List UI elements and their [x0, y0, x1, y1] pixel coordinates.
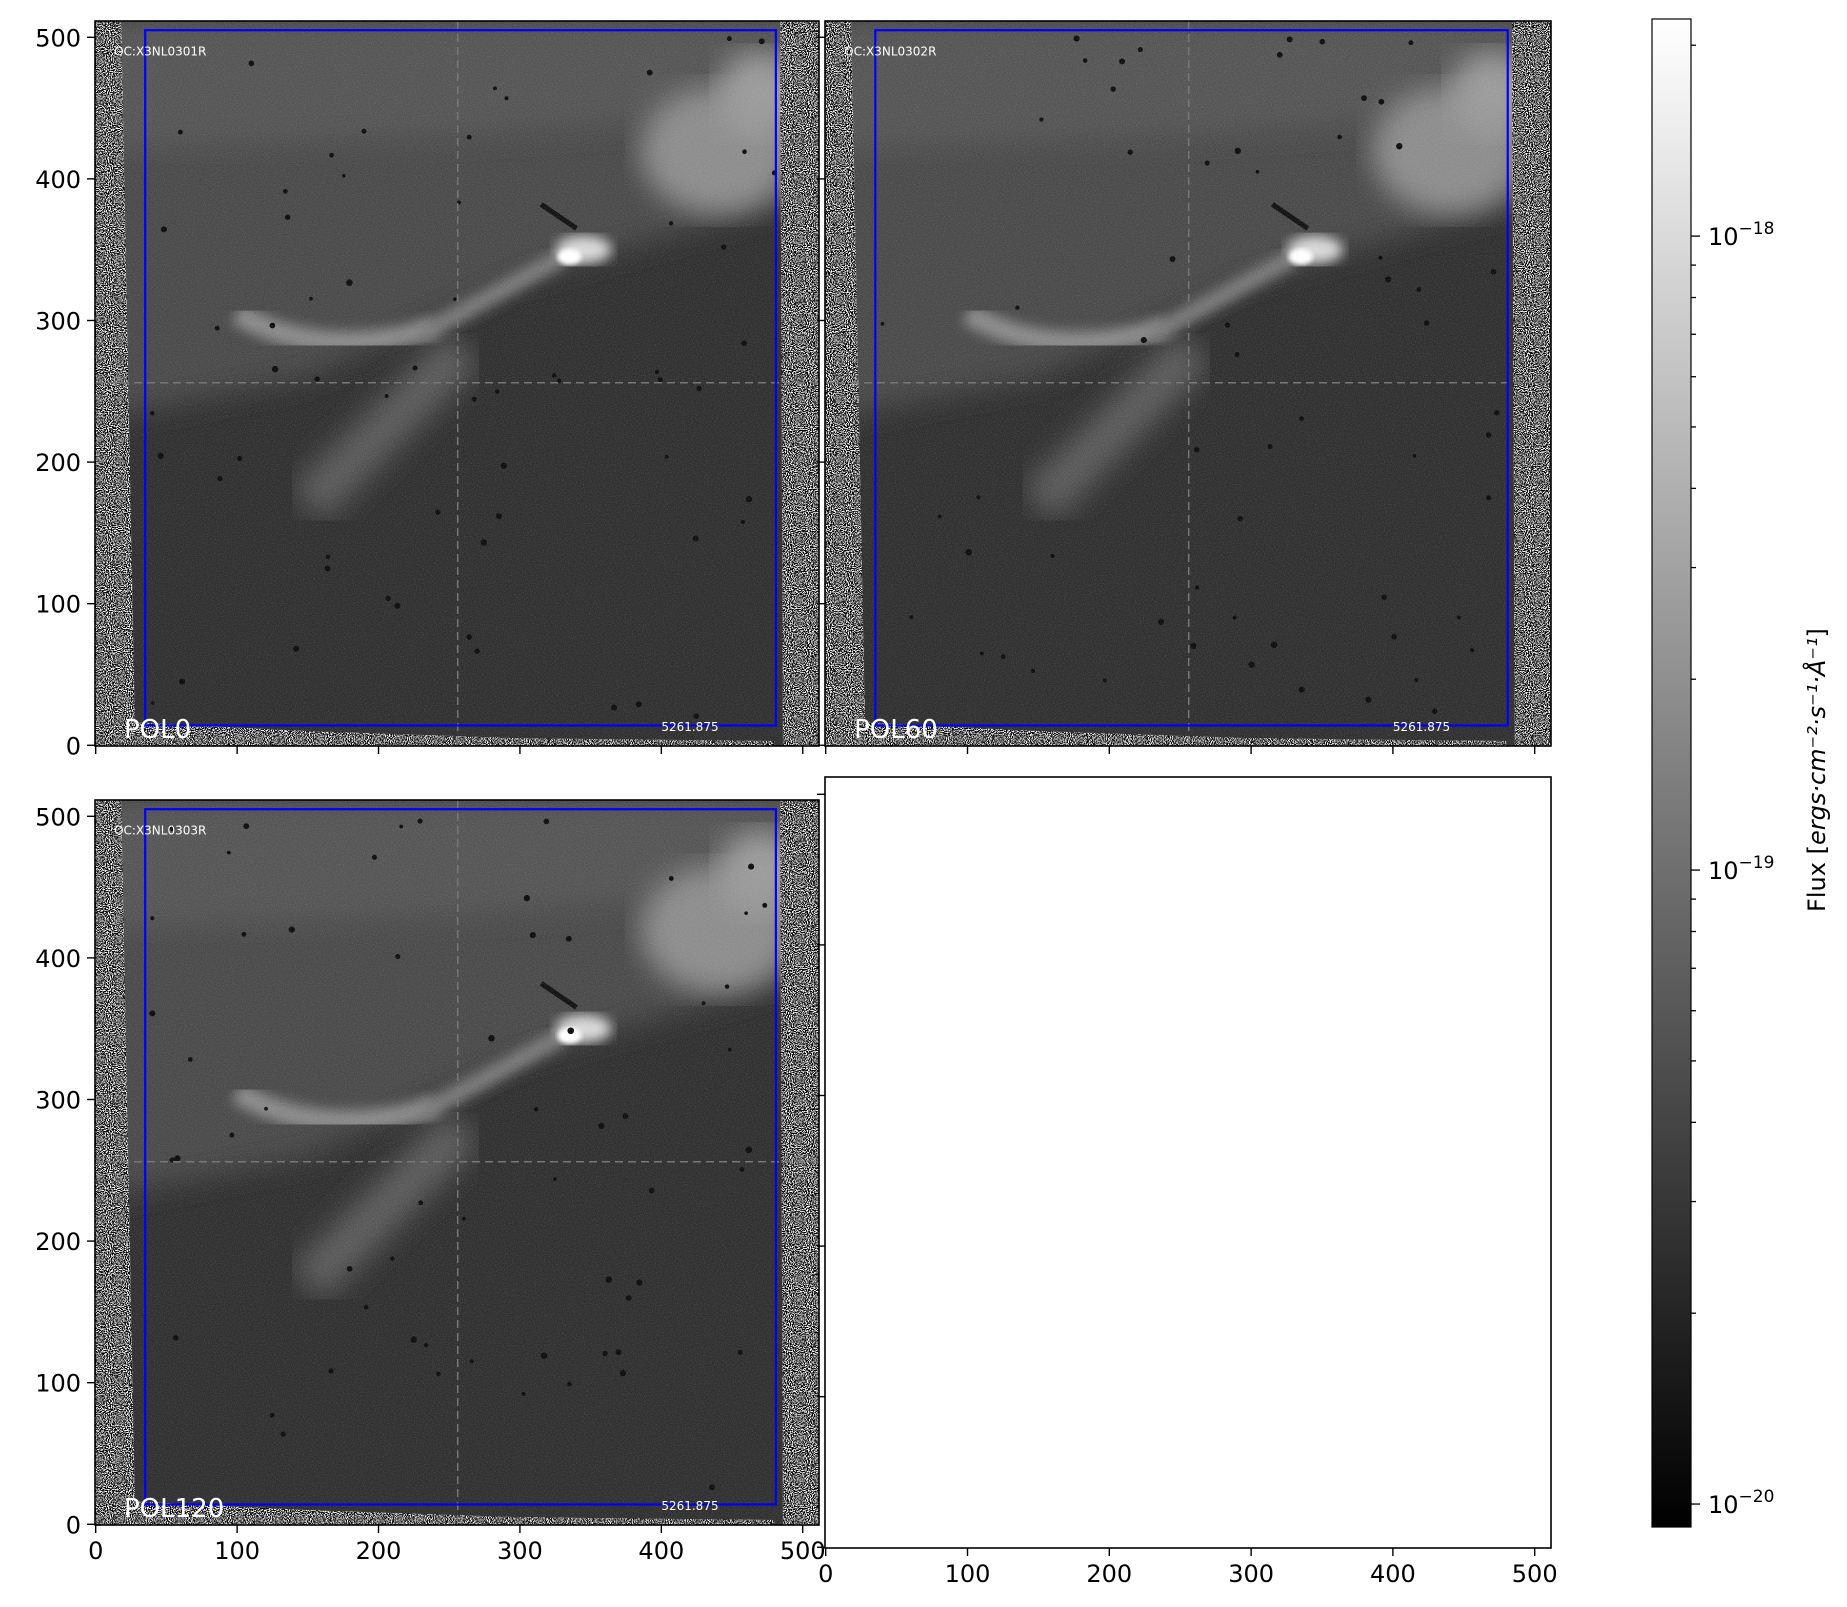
x-tick-label: 500: [780, 1537, 826, 1565]
colorbar-gradient: [1651, 18, 1692, 1528]
colorbar-tick-base: 10: [1708, 1491, 1739, 1519]
x-tick-label: 200: [1086, 1560, 1132, 1588]
x-tick-label: 200: [356, 1537, 402, 1565]
y-tick-label: 500: [35, 803, 81, 831]
aperture-box: [144, 808, 777, 1506]
x-tick-label: 100: [214, 1537, 260, 1565]
colorbar-label-prefix: Flux [: [1803, 845, 1831, 912]
x-tick-label: 0: [818, 1560, 833, 1588]
y-tick-label: 0: [66, 1511, 81, 1539]
colorbar-tick-exponent: −19: [1739, 853, 1775, 873]
colorbar-label-units: ergs·cm⁻²·s⁻¹·Å⁻¹: [1802, 637, 1831, 845]
x-tick-label: 400: [1370, 1560, 1416, 1588]
x-tick-label: 0: [88, 1537, 103, 1565]
panel-4: 0 100 200 300 400 500: [817, 776, 1558, 1588]
y-tick-label: 100: [35, 1370, 81, 1398]
aperture-box: [874, 29, 1509, 727]
colorbar-label: Flux [ergs·cm⁻²·s⁻¹·Å⁻¹]: [1802, 628, 1831, 912]
colorbar-tick-label: 10−20: [1708, 1487, 1774, 1519]
y-tick-label: 200: [35, 1228, 81, 1256]
axes-frame: [824, 20, 1552, 747]
wavelength-label: 5261.875: [661, 720, 718, 734]
colorbar-tick-base: 10: [1708, 223, 1739, 251]
y-tick-label: 0: [66, 732, 81, 760]
panels: OC:X3NL0301R 5261.875 POL0 0 100 200 300 400 500…: [35, 20, 1558, 1588]
panel-label: POL0: [124, 715, 191, 745]
axes-frame: [94, 799, 820, 1526]
panel-2: OC:X3NL0302R 5261.875 POL60: [817, 20, 1552, 754]
colorbar-tick-exponent: −20: [1739, 1487, 1775, 1507]
y-tick-label: 200: [35, 449, 81, 477]
y-tick-label: 100: [35, 591, 81, 619]
y-tick-label: 300: [35, 307, 81, 335]
colorbar-label-suffix: ]: [1803, 628, 1831, 637]
axes-frame: [94, 20, 820, 747]
x-tick-label: 500: [1512, 1560, 1558, 1588]
y-tick-label: 400: [35, 945, 81, 973]
x-tick-label: 400: [638, 1537, 684, 1565]
colorbar-tick-label: 10−18: [1708, 219, 1774, 251]
axes-frame: [824, 776, 1552, 1549]
colorbar-tick-exponent: −18: [1739, 219, 1775, 239]
wavelength-label: 5261.875: [1393, 720, 1450, 734]
panel-header: OC:X3NL0302R: [844, 45, 936, 59]
y-tick-label: 500: [35, 24, 81, 52]
x-tick-label: 300: [497, 1537, 543, 1565]
panel-header: OC:X3NL0301R: [114, 45, 206, 59]
x-tick-label: 100: [945, 1560, 991, 1588]
colorbar-tick-label: 10−19: [1708, 853, 1774, 885]
wavelength-label: 5261.875: [661, 1499, 718, 1513]
y-tick-label: 400: [35, 166, 81, 194]
panel-header: OC:X3NL0303R: [114, 824, 206, 838]
aperture-box: [144, 29, 777, 727]
image: OC:X3NL0303R 5261.875 POL120: [95, 800, 819, 1525]
x-tick-label: 300: [1228, 1560, 1274, 1588]
image: OC:X3NL0302R 5261.875 POL60: [825, 21, 1551, 746]
y-tick-label: 300: [35, 1086, 81, 1114]
panel-3: OC:X3NL0303R 5261.875 POL120 0 100 200 300 400 5…: [35, 799, 826, 1565]
image: OC:X3NL0301R 5261.875 POL0: [95, 21, 819, 746]
panel-label: POL120: [124, 1494, 224, 1524]
panel-label: POL60: [854, 715, 938, 745]
colorbar-tick-base: 10: [1708, 857, 1739, 885]
panel-1: OC:X3NL0301R 5261.875 POL0 0 100 200 300 400 500: [35, 20, 820, 760]
